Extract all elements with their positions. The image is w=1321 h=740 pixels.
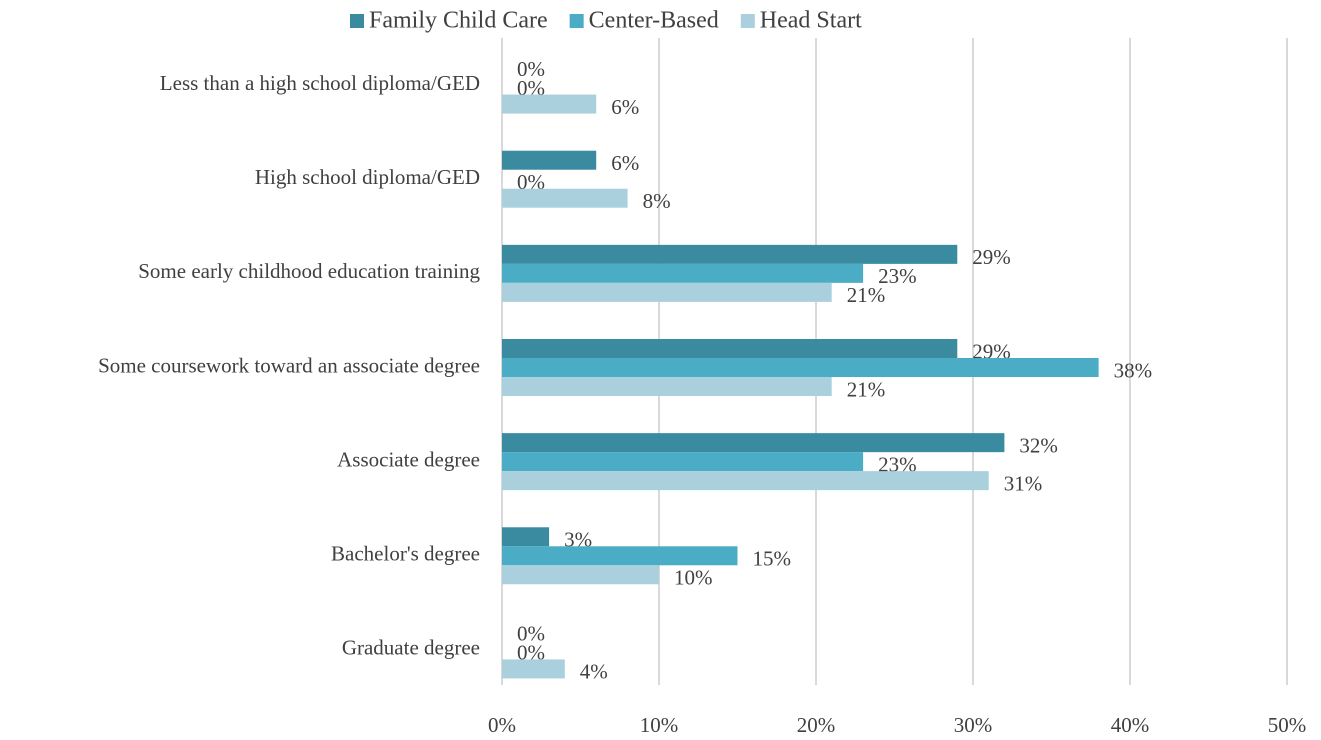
y-tick-label: Less than a high school diploma/GED	[160, 71, 480, 95]
data-label: 10%	[674, 566, 713, 590]
bar	[502, 282, 832, 302]
bar	[502, 263, 864, 283]
data-label: 29%	[972, 245, 1011, 269]
x-tick-label: 20%	[797, 713, 836, 737]
bar	[502, 94, 597, 114]
bar	[502, 471, 989, 491]
bar	[502, 188, 628, 208]
data-label: 8%	[643, 189, 671, 213]
legend-swatch	[569, 14, 584, 28]
data-label: 6%	[611, 151, 639, 175]
bar	[502, 565, 659, 585]
bar	[502, 358, 1099, 377]
y-tick-label: Associate degree	[337, 447, 480, 471]
x-tick-label: 50%	[1268, 713, 1307, 737]
legend-label: Family Child Care	[369, 8, 548, 34]
data-label: 0%	[517, 622, 545, 646]
data-label: 0%	[517, 57, 545, 81]
data-label: 38%	[1114, 358, 1153, 382]
y-tick-label: High school diploma/GED	[255, 165, 480, 189]
data-label: 32%	[1019, 433, 1058, 457]
data-label: 23%	[878, 264, 917, 288]
x-tick-label: 10%	[640, 713, 679, 737]
bar	[502, 244, 958, 264]
x-tick-label: 0%	[488, 713, 516, 737]
x-tick-label: 40%	[1111, 713, 1150, 737]
bar	[502, 377, 832, 396]
bar	[502, 150, 597, 170]
data-label: 6%	[611, 95, 639, 119]
bar	[502, 546, 738, 566]
x-tick-label: 30%	[954, 713, 993, 737]
data-label: 21%	[847, 283, 886, 307]
data-label: 4%	[580, 660, 608, 684]
bar	[502, 527, 550, 547]
bar	[502, 339, 958, 358]
legend-label: Center-Based	[589, 8, 719, 34]
y-tick-label: Some early childhood education training	[138, 259, 480, 283]
legend-swatch	[740, 14, 755, 28]
data-label: 31%	[1004, 471, 1042, 495]
legend-label: Head Start	[760, 8, 862, 34]
bar	[502, 659, 565, 679]
data-label: 15%	[753, 547, 792, 571]
data-label: 21%	[847, 377, 886, 401]
y-tick-label: Graduate degree	[342, 636, 480, 660]
legend-swatch	[350, 14, 364, 28]
bar	[502, 452, 864, 472]
bar	[502, 433, 1005, 453]
y-tick-label: Some coursework toward an associate degr…	[98, 353, 480, 377]
y-tick-label: Bachelor's degree	[331, 542, 480, 566]
